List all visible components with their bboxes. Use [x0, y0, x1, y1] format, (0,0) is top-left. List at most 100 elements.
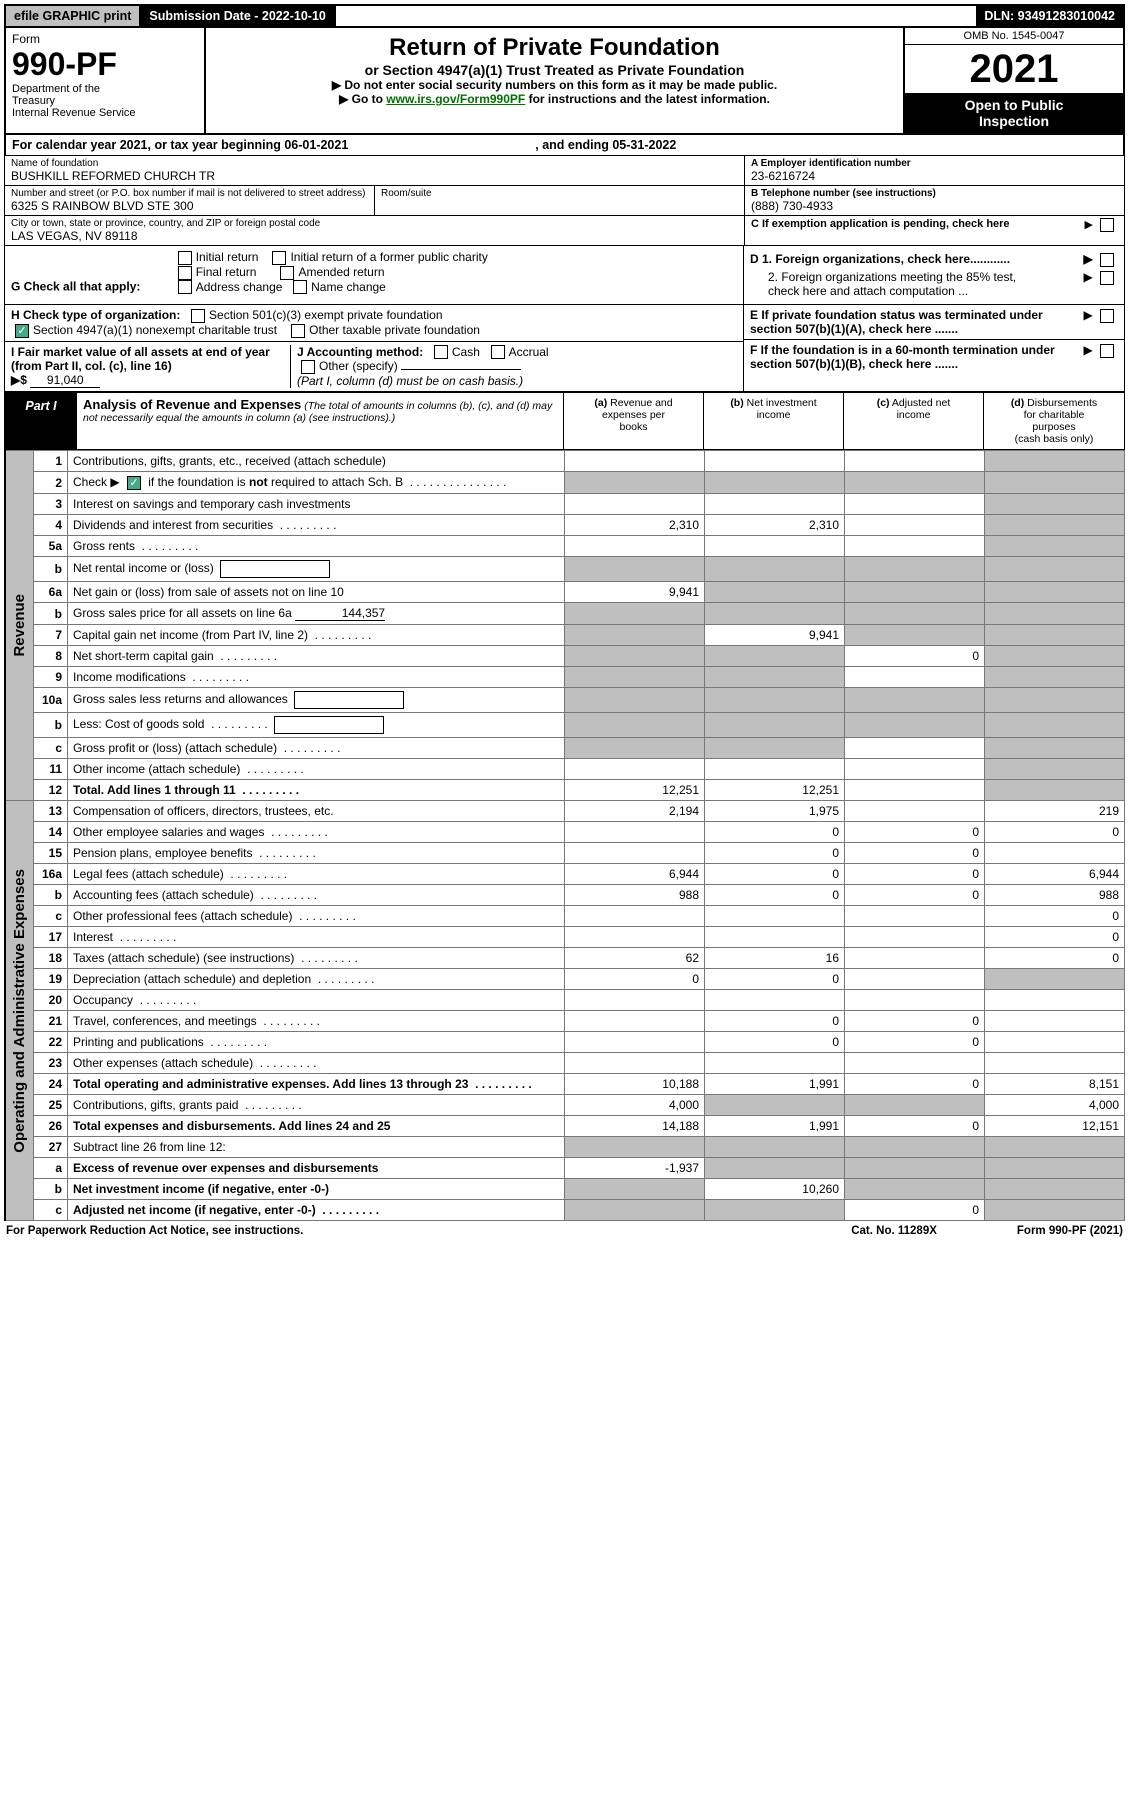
- year-block: OMB No. 1545-0047 2021 Open to PublicIns…: [903, 28, 1123, 133]
- amount-cell: [845, 536, 985, 557]
- department: Department of theTreasuryInternal Revenu…: [12, 83, 198, 119]
- line-d1: D 1. Foreign organizations, check here..…: [750, 250, 1118, 268]
- checkbox-4947a1[interactable]: [15, 324, 29, 338]
- amount-cell: [565, 906, 705, 927]
- amount-cell: [845, 451, 985, 472]
- table-row: bNet investment income (if negative, ent…: [5, 1179, 1125, 1200]
- amount-cell: [565, 688, 705, 713]
- line-number: 6a: [34, 582, 68, 603]
- line-number: 9: [34, 667, 68, 688]
- line-description: Occupancy . . . . . . . . .: [68, 990, 565, 1011]
- checkbox-accrual[interactable]: [491, 345, 505, 359]
- form-990pf: 990-PF: [12, 46, 198, 83]
- line-number: 27: [34, 1137, 68, 1158]
- line-number: 19: [34, 969, 68, 990]
- line-description: Accounting fees (attach schedule) . . . …: [68, 885, 565, 906]
- amount-cell: [985, 582, 1125, 603]
- line-number: c: [34, 738, 68, 759]
- amount-cell: 0: [845, 1074, 985, 1095]
- title-block: Form 990-PF Department of theTreasuryInt…: [4, 28, 1125, 135]
- amount-cell: [845, 557, 985, 582]
- amount-cell: [705, 536, 845, 557]
- checkbox-address-change[interactable]: [178, 280, 192, 294]
- line-number: 17: [34, 927, 68, 948]
- table-row: cOther professional fees (attach schedul…: [5, 906, 1125, 927]
- line-description: Other employee salaries and wages . . . …: [68, 822, 565, 843]
- amount-cell: 62: [565, 948, 705, 969]
- form-id: Form 990-PF Department of theTreasuryInt…: [6, 28, 206, 133]
- footer-cat: Cat. No. 11289X: [851, 1225, 937, 1237]
- amount-cell: [985, 1200, 1125, 1221]
- amount-cell: [705, 759, 845, 780]
- amount-cell: 0: [985, 927, 1125, 948]
- table-row: 7Capital gain net income (from Part IV, …: [5, 625, 1125, 646]
- line-description: Printing and publications . . . . . . . …: [68, 1032, 565, 1053]
- line-description: Contributions, gifts, grants paid . . . …: [68, 1095, 565, 1116]
- line-description: Other expenses (attach schedule) . . . .…: [68, 1053, 565, 1074]
- table-row: 25Contributions, gifts, grants paid . . …: [5, 1095, 1125, 1116]
- amount-cell: [565, 990, 705, 1011]
- amount-cell: 0: [705, 843, 845, 864]
- table-row: cAdjusted net income (if negative, enter…: [5, 1200, 1125, 1221]
- amount-cell: [845, 990, 985, 1011]
- line-number: 1: [34, 451, 68, 472]
- line-number: 5a: [34, 536, 68, 557]
- table-row: 21Travel, conferences, and meetings . . …: [5, 1011, 1125, 1032]
- amount-cell: 988: [565, 885, 705, 906]
- amount-cell: 0: [985, 948, 1125, 969]
- efile-label[interactable]: efile GRAPHIC print: [6, 6, 141, 26]
- checkbox-d1[interactable]: [1100, 253, 1114, 267]
- amount-cell: 8,151: [985, 1074, 1125, 1095]
- checkbox-cash[interactable]: [434, 345, 448, 359]
- amount-cell: [845, 625, 985, 646]
- line-description: Net investment income (if negative, ente…: [68, 1179, 565, 1200]
- checkbox-other-method[interactable]: [301, 360, 315, 374]
- form-link[interactable]: www.irs.gov/Form990PF: [386, 92, 525, 106]
- amount-cell: 12,151: [985, 1116, 1125, 1137]
- inline-amount-box: [274, 716, 384, 734]
- amount-cell: 4,000: [985, 1095, 1125, 1116]
- checkbox-other-taxable[interactable]: [291, 324, 305, 338]
- checkbox-initial-former[interactable]: [272, 251, 286, 265]
- amount-cell: [845, 1158, 985, 1179]
- checkbox-c[interactable]: [1100, 218, 1114, 232]
- amount-cell: [565, 1011, 705, 1032]
- amount-cell: [845, 780, 985, 801]
- amount-cell: [705, 667, 845, 688]
- table-row: 24Total operating and administrative exp…: [5, 1074, 1125, 1095]
- checkbox-name-change[interactable]: [293, 280, 307, 294]
- checkbox-final-return[interactable]: [178, 266, 192, 280]
- line-description: Total. Add lines 1 through 11 . . . . . …: [68, 780, 565, 801]
- checkbox-501c3[interactable]: [191, 309, 205, 323]
- amount-cell: [985, 667, 1125, 688]
- checkbox-e[interactable]: [1100, 309, 1114, 323]
- amount-cell: [985, 1158, 1125, 1179]
- amount-cell: [705, 738, 845, 759]
- amount-cell: 1,991: [705, 1074, 845, 1095]
- amount-cell: 12,251: [705, 780, 845, 801]
- line-description: Excess of revenue over expenses and disb…: [68, 1158, 565, 1179]
- checkbox-amended[interactable]: [280, 266, 294, 280]
- amount-cell: [565, 646, 705, 667]
- checkbox-f[interactable]: [1100, 344, 1114, 358]
- table-row: bAccounting fees (attach schedule) . . .…: [5, 885, 1125, 906]
- amount-cell: 14,188: [565, 1116, 705, 1137]
- amount-cell: [845, 713, 985, 738]
- checkbox-schb[interactable]: [127, 476, 141, 490]
- line-number: c: [34, 906, 68, 927]
- amount-cell: [705, 494, 845, 515]
- checkbox-initial-return[interactable]: [178, 251, 192, 265]
- table-row: 19Depreciation (attach schedule) and dep…: [5, 969, 1125, 990]
- table-row: 6aNet gain or (loss) from sale of assets…: [5, 582, 1125, 603]
- checkbox-d2[interactable]: [1100, 271, 1114, 285]
- line-number: 12: [34, 780, 68, 801]
- fmv-value: 91,040: [30, 373, 100, 388]
- ein-cell: A Employer identification number 23-6216…: [745, 156, 1124, 186]
- footer-left: For Paperwork Reduction Act Notice, see …: [6, 1225, 303, 1237]
- table-row: 22Printing and publications . . . . . . …: [5, 1032, 1125, 1053]
- col-d-header: (d) Disbursementsfor charitablepurposes(…: [984, 393, 1124, 449]
- amount-cell: 0: [845, 1011, 985, 1032]
- amount-cell: [845, 927, 985, 948]
- amount-cell: [565, 1179, 705, 1200]
- amount-cell: [705, 927, 845, 948]
